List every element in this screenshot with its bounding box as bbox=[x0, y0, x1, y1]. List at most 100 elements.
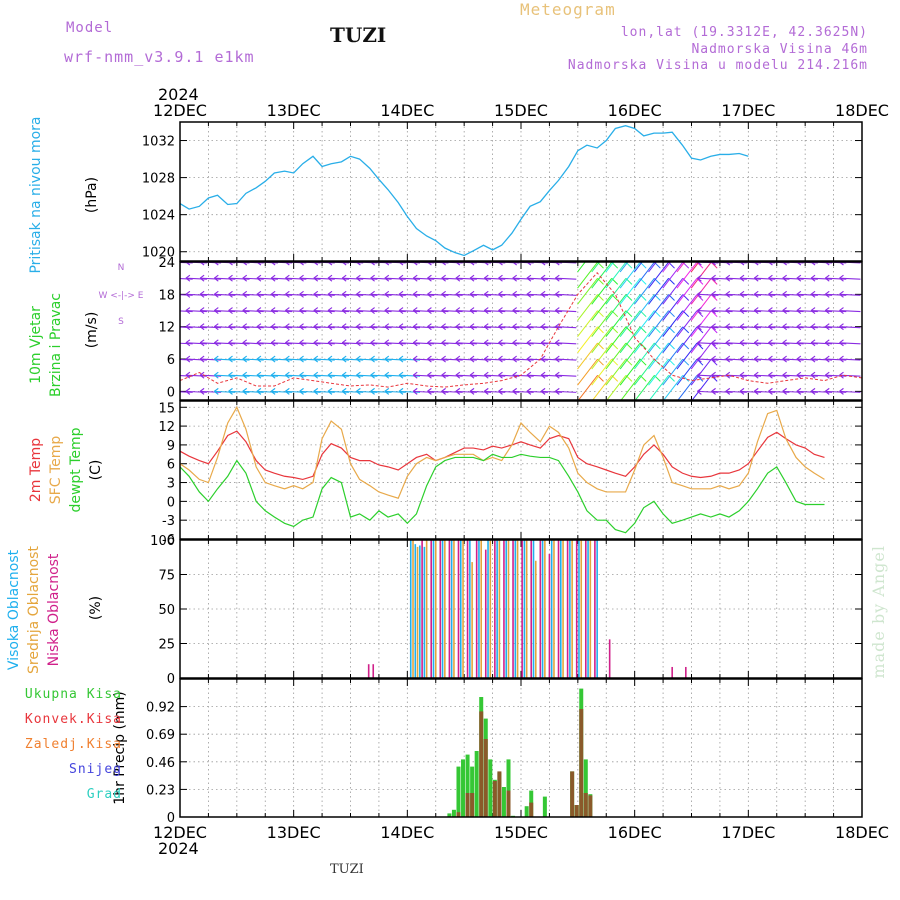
wind-barb-head bbox=[441, 307, 446, 311]
wind-barb-head bbox=[810, 387, 816, 392]
wind-barb-head bbox=[270, 390, 276, 395]
wind-barb-head bbox=[256, 326, 262, 331]
wind-barb-head bbox=[739, 342, 745, 347]
wind-barb-head bbox=[554, 290, 560, 295]
wind-barb bbox=[711, 277, 733, 280]
wind-barb bbox=[541, 358, 563, 361]
chart-title: Meteogram bbox=[520, 0, 616, 19]
wind-barb-head bbox=[441, 358, 446, 363]
wind-barb-head bbox=[810, 323, 816, 328]
wind-barb bbox=[825, 374, 847, 377]
wind-barb bbox=[242, 293, 264, 296]
wind-barb bbox=[370, 342, 392, 345]
precip-bar bbox=[574, 805, 579, 817]
wind-barb bbox=[662, 294, 684, 321]
wind-barb-head bbox=[384, 274, 390, 279]
wind-barb-head bbox=[711, 358, 716, 363]
wind-barb-head bbox=[768, 293, 773, 298]
wind-barb bbox=[441, 326, 463, 329]
wind-barb bbox=[398, 374, 421, 377]
wind-barb-head bbox=[199, 355, 205, 360]
wind-barb bbox=[739, 293, 762, 296]
wind-barb-head bbox=[242, 277, 248, 282]
wind-barb bbox=[285, 293, 307, 296]
wind-barb-head bbox=[299, 323, 304, 328]
x-tick-label-top: 13DEC bbox=[267, 101, 321, 120]
wind-barb bbox=[555, 277, 577, 280]
wind-barb-head bbox=[270, 290, 276, 295]
elevation-label: Nadmorska Visina 46m bbox=[691, 42, 868, 57]
wind-barb bbox=[825, 293, 847, 296]
wind-barb bbox=[470, 342, 492, 345]
wind-barb-head bbox=[441, 374, 446, 379]
wind-barb bbox=[839, 293, 861, 296]
wind-barb bbox=[796, 374, 818, 377]
wind-barb bbox=[271, 293, 293, 296]
wind-barb bbox=[384, 277, 406, 280]
wind-barb bbox=[725, 293, 747, 296]
wind-barb bbox=[356, 374, 378, 377]
wind-barb-head bbox=[384, 277, 390, 282]
wind-barb-head bbox=[782, 371, 787, 376]
wind-barb-head bbox=[228, 390, 233, 395]
wind-barb-head bbox=[256, 342, 262, 347]
wind-barb-head bbox=[839, 307, 844, 311]
wind-barb-head bbox=[725, 339, 731, 344]
wind-barb bbox=[185, 309, 207, 313]
wind-barb-head bbox=[697, 277, 702, 282]
wind-barb bbox=[256, 326, 278, 329]
pressure-ytick-label: 1028 bbox=[142, 172, 175, 187]
wind-barb-head bbox=[370, 355, 375, 360]
wind-barb-head bbox=[441, 326, 446, 331]
wind-barb bbox=[725, 326, 747, 329]
wind-barb bbox=[825, 390, 847, 393]
wind-barb-head bbox=[753, 274, 759, 279]
x-tick-label-bottom: 12DEC bbox=[153, 823, 207, 842]
wind-barb-head bbox=[483, 390, 489, 395]
clouds-ytick-label: 50 bbox=[158, 603, 175, 618]
wind-barb bbox=[577, 262, 598, 289]
wind-barb-head bbox=[356, 277, 361, 282]
wind-barb-head bbox=[299, 307, 304, 311]
wind-barb-head bbox=[285, 374, 290, 379]
wind-barb-head bbox=[441, 293, 446, 298]
wind-barb bbox=[214, 293, 236, 296]
wind-barb bbox=[455, 374, 477, 377]
wind-barb-head bbox=[185, 290, 191, 295]
wind-barb bbox=[313, 326, 335, 329]
wind-barb bbox=[633, 326, 655, 354]
wind-barb-head bbox=[256, 290, 262, 295]
wind-barb-head bbox=[242, 310, 248, 314]
wind-barb-head bbox=[213, 358, 219, 363]
wind-barb-head bbox=[540, 274, 546, 279]
wind-barb bbox=[577, 278, 598, 305]
wind-barb-head bbox=[455, 307, 461, 311]
wind-barb bbox=[370, 326, 392, 329]
wind-barb bbox=[370, 309, 392, 313]
wind-barb bbox=[526, 374, 548, 377]
wind-barb-head bbox=[469, 310, 475, 314]
wind-barb-head bbox=[739, 274, 745, 279]
wind-barb-head bbox=[285, 290, 290, 295]
wind-barb bbox=[739, 358, 762, 361]
wind-barb bbox=[484, 277, 506, 280]
wind-barb bbox=[370, 358, 392, 361]
wind-barb bbox=[697, 309, 719, 313]
wind-barb bbox=[441, 390, 463, 393]
wind-barb-head bbox=[341, 310, 347, 314]
wind-barb bbox=[242, 342, 264, 345]
wind-barb-head bbox=[172, 311, 176, 314]
station-name: TUZI bbox=[330, 23, 387, 47]
wind-barb bbox=[398, 358, 421, 361]
wind-barb-head bbox=[299, 374, 304, 379]
wind-barb-head bbox=[285, 293, 290, 298]
wind-barb bbox=[796, 326, 818, 329]
wind-barb-head bbox=[469, 274, 475, 279]
wind-barb bbox=[577, 326, 598, 354]
wind-barb-head bbox=[498, 371, 503, 376]
wind-barb-head bbox=[213, 371, 219, 376]
legend-total-rain: Ukupna Kisa bbox=[24, 687, 122, 702]
wind-barb-head bbox=[427, 387, 432, 392]
wind-barb bbox=[796, 342, 818, 345]
wind-barb bbox=[271, 358, 293, 361]
